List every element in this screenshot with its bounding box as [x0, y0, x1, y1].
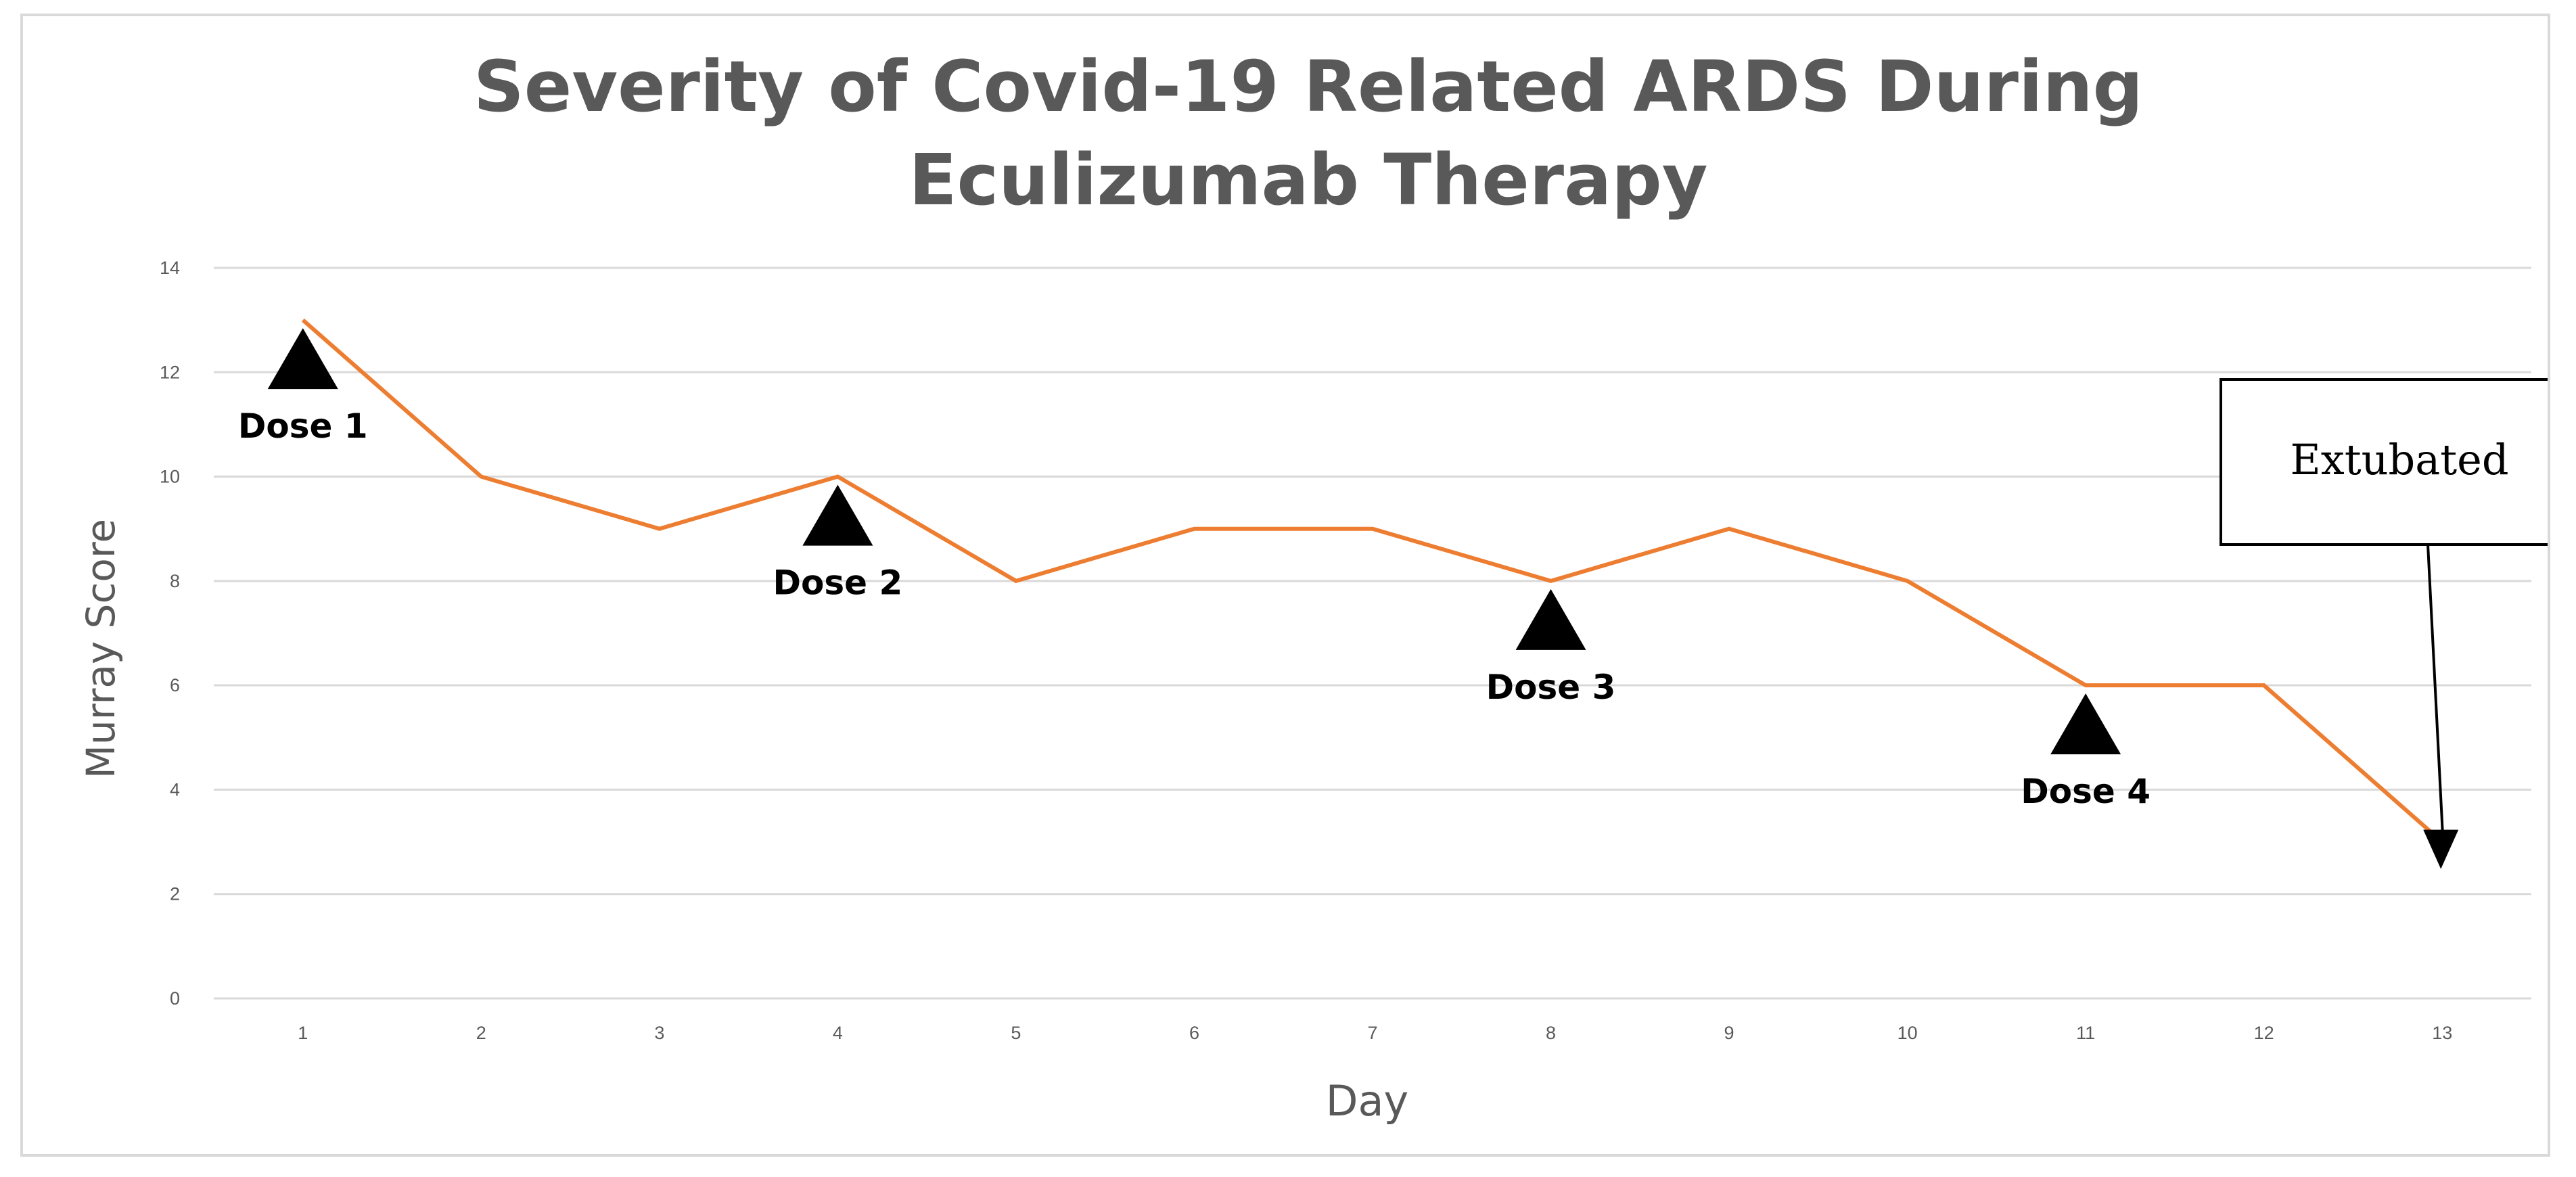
y-tick-label: 4: [170, 779, 180, 800]
x-tick-label: 11: [2076, 1023, 2095, 1043]
y-tick-label: 14: [160, 258, 180, 278]
dose-label: Dose 1: [238, 407, 368, 446]
chart-title: Severity of Covid-19 Related ARDS During…: [474, 45, 2143, 221]
x-tick-label: 12: [2254, 1023, 2274, 1043]
series-layer: [301, 318, 2444, 844]
extubated-callout-box: [2220, 378, 2548, 546]
extubated-arrow-head-icon: [2423, 829, 2459, 869]
y-tick-label: 2: [170, 884, 180, 904]
x-tick-label: 10: [1898, 1023, 1918, 1043]
dose-label: Dose 2: [773, 563, 903, 603]
x-tick-label: 9: [1724, 1023, 1734, 1043]
chart-title-line-2: Eculizumab Therapy: [908, 139, 1707, 221]
x-tick-label: 4: [833, 1023, 843, 1043]
y-tick-label: 6: [170, 675, 180, 695]
x-tick-label: 13: [2432, 1023, 2452, 1043]
chart-frame: Severity of Covid-19 Related ARDS During…: [20, 14, 2550, 1157]
grid-lines: [214, 267, 2531, 1000]
dose-annotations: Dose 1 Dose 2 Dose 3 Dose 4: [238, 328, 2150, 811]
x-axis-ticks: 1 2 3 4 5 6 7 8 9 10 11 12 13: [298, 1023, 2452, 1043]
dose-label: Dose 3: [1486, 668, 1616, 707]
y-axis-ticks: 0 2 4 6 8 10 12 14: [160, 258, 180, 1009]
chart-svg: Severity of Covid-19 Related ARDS During…: [78, 45, 2548, 1126]
series-line: [301, 318, 2444, 844]
y-axis-title: Murray Score: [78, 519, 124, 779]
x-tick-label: 1: [298, 1023, 308, 1043]
dose-label: Dose 4: [2021, 772, 2150, 811]
x-tick-label: 7: [1367, 1023, 1377, 1043]
x-axis-title: Day: [1326, 1076, 1408, 1126]
y-tick-label: 10: [160, 467, 180, 487]
dose-triangle-icon: [1515, 588, 1586, 650]
extubated-callout-label: Extubated: [2290, 435, 2508, 484]
extubated-arrow-line: [2426, 544, 2445, 839]
dose-triangle-icon: [267, 328, 338, 390]
y-tick-label: 0: [170, 988, 180, 1009]
x-tick-label: 2: [476, 1023, 486, 1043]
y-tick-label: 8: [170, 571, 180, 591]
x-tick-label: 3: [654, 1023, 664, 1043]
y-tick-label: 12: [160, 362, 180, 382]
x-tick-label: 5: [1011, 1023, 1021, 1043]
chart-title-line-1: Severity of Covid-19 Related ARDS During: [474, 45, 2143, 128]
extubated-callout: Extubated: [2220, 378, 2548, 869]
dose-triangle-icon: [802, 484, 873, 546]
dose-triangle-icon: [2050, 693, 2121, 755]
x-tick-label: 8: [1546, 1023, 1556, 1043]
x-tick-label: 6: [1189, 1023, 1199, 1043]
